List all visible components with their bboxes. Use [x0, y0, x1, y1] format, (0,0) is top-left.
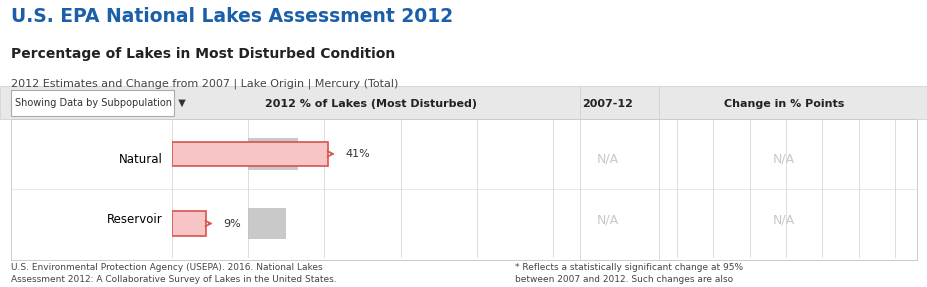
Text: 41%: 41%: [345, 149, 370, 159]
Bar: [248, 138, 298, 170]
Text: Change in % Points: Change in % Points: [723, 99, 844, 109]
Bar: [171, 142, 328, 166]
Text: * Reflects a statistically significant change at 95%
between 2007 and 2012. Such: * Reflects a statistically significant c…: [514, 263, 743, 287]
Text: 9%: 9%: [223, 218, 241, 228]
Text: 2012 Estimates and Change from 2007 | Lake Origin | Mercury (Total): 2012 Estimates and Change from 2007 | La…: [11, 79, 398, 90]
Text: U.S. EPA National Lakes Assessment 2012: U.S. EPA National Lakes Assessment 2012: [11, 7, 452, 26]
Text: N/A: N/A: [772, 153, 794, 166]
Text: N/A: N/A: [596, 213, 618, 226]
Bar: [248, 208, 286, 239]
Text: N/A: N/A: [596, 153, 618, 166]
Text: N/A: N/A: [772, 213, 794, 226]
Text: Showing Data by Subpopulation  ▼: Showing Data by Subpopulation ▼: [15, 98, 185, 108]
Text: Reservoir: Reservoir: [107, 213, 162, 226]
Text: 2007-12: 2007-12: [582, 99, 632, 109]
Text: 2012 % of Lakes (Most Disturbed): 2012 % of Lakes (Most Disturbed): [265, 99, 476, 109]
Text: U.S. Environmental Protection Agency (USEPA). 2016. National Lakes
Assessment 20: U.S. Environmental Protection Agency (US…: [11, 263, 337, 287]
Bar: [171, 211, 206, 236]
Text: Natural: Natural: [119, 153, 162, 166]
Text: Percentage of Lakes in Most Disturbed Condition: Percentage of Lakes in Most Disturbed Co…: [11, 47, 395, 61]
